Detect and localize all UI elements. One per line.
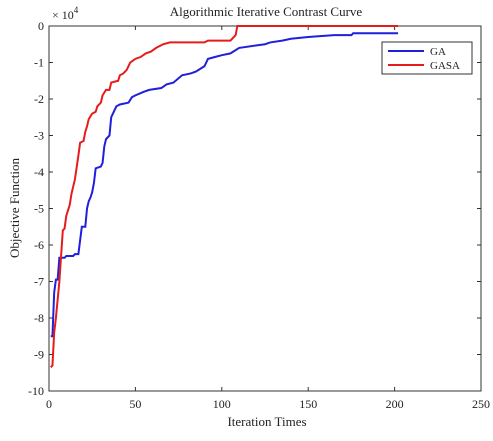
y-axis: 0 -1 -2 -3 -4 -5 -6 -7 -8 -9 -10 bbox=[28, 19, 481, 398]
y-tick-label: -3 bbox=[34, 129, 44, 143]
y-tick-label: -1 bbox=[34, 56, 44, 70]
x-axis-label: Iteration Times bbox=[227, 414, 306, 429]
y-tick-label: -10 bbox=[28, 384, 44, 398]
chart-title: Algorithmic Iterative Contrast Curve bbox=[170, 4, 363, 19]
y-multiplier-label: × 104 bbox=[52, 5, 79, 22]
y-tick-label: -8 bbox=[34, 311, 44, 325]
y-tick-label: -7 bbox=[34, 275, 44, 289]
legend-label-ga: GA bbox=[430, 46, 446, 58]
x-tick-label: 150 bbox=[299, 397, 317, 411]
svg-text:× 104: × 104 bbox=[52, 5, 79, 22]
series-line-ga bbox=[50, 32, 399, 338]
y-tick-label: -6 bbox=[34, 238, 44, 252]
y-axis-label: Objective Function bbox=[7, 158, 22, 259]
legend-box bbox=[381, 41, 473, 75]
y-tick-label: -2 bbox=[34, 92, 44, 106]
x-axis: 0 50 100 150 200 250 bbox=[46, 26, 490, 411]
y-multiplier-base: × 10 bbox=[52, 8, 74, 22]
series-line-gasa bbox=[50, 25, 399, 368]
x-tick-label: 200 bbox=[386, 397, 404, 411]
x-tick-label: 250 bbox=[472, 397, 490, 411]
x-tick-label: 100 bbox=[213, 397, 231, 411]
series-layer bbox=[50, 25, 399, 368]
legend-label-gasa: GASA bbox=[430, 60, 460, 72]
y-multiplier-exponent: 4 bbox=[74, 5, 79, 15]
y-tick-label: 0 bbox=[38, 19, 44, 33]
x-tick-label: 0 bbox=[46, 397, 52, 411]
y-tick-label: -4 bbox=[34, 165, 44, 179]
plot-area bbox=[48, 25, 482, 392]
x-tick-label: 50 bbox=[129, 397, 141, 411]
y-tick-label: -9 bbox=[34, 348, 44, 362]
y-tick-label: -5 bbox=[34, 202, 44, 216]
legend: GA GASA bbox=[381, 41, 473, 75]
